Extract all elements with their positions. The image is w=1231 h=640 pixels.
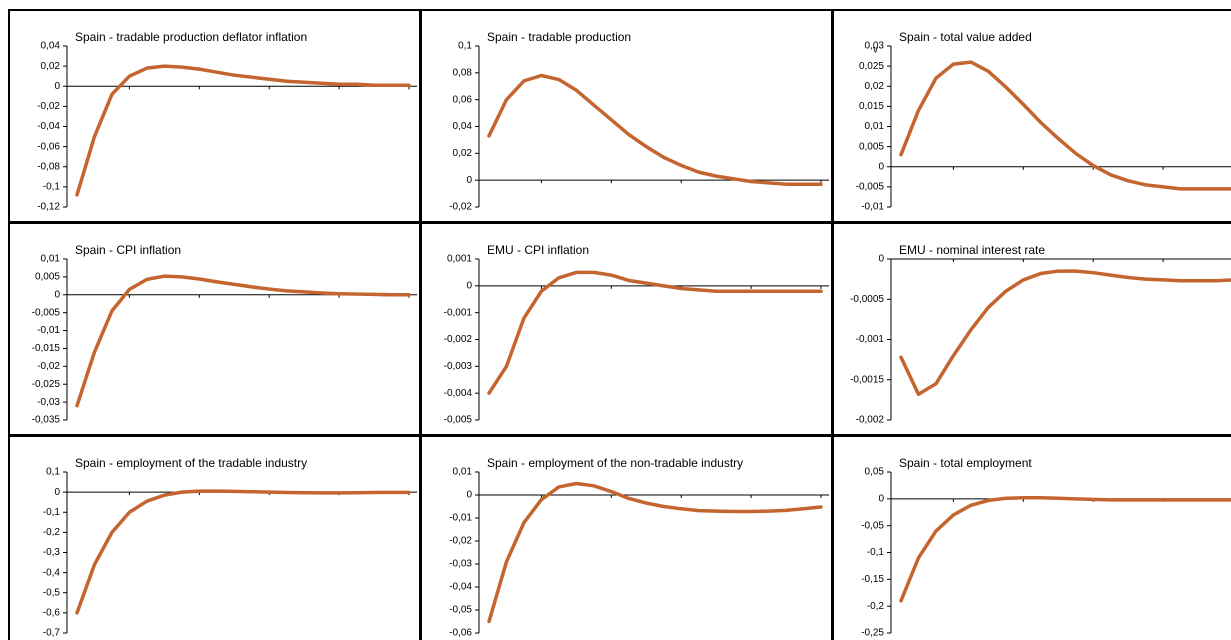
panel-border — [832, 435, 1231, 640]
y-tick-label: -0,02 — [37, 101, 60, 112]
y-tick-label: -0,4 — [43, 567, 61, 578]
y-tick-label: -0,01 — [861, 202, 884, 213]
chart-title: Spain - employment of the non-tradable i… — [487, 456, 743, 470]
y-tick-label: 0,03 — [865, 41, 885, 52]
y-tick-label: -0,3 — [43, 547, 61, 558]
y-tick-label: -0,12 — [37, 202, 60, 213]
y-tick-label: 0,01 — [453, 467, 473, 478]
y-tick-label: -0,1 — [43, 182, 61, 193]
y-tick-label: -0,015 — [32, 343, 61, 354]
y-tick-label: -0,2 — [867, 601, 885, 612]
annotation: v — [873, 45, 878, 56]
y-tick-label: -0,1 — [43, 507, 61, 518]
panel-border — [832, 9, 1231, 223]
y-tick-label: -0,025 — [32, 379, 61, 390]
y-tick-label: -0,02 — [37, 361, 60, 372]
chart-title: Spain - CPI inflation — [75, 243, 181, 257]
series-line — [75, 274, 411, 408]
y-tick-label: 0,06 — [453, 94, 473, 105]
y-tick-label: -0,5 — [43, 587, 61, 598]
y-tick-label: 0,01 — [41, 254, 61, 265]
series-line — [75, 64, 411, 197]
y-tick-label: 0 — [878, 161, 884, 172]
y-tick-label: -0,004 — [444, 388, 473, 399]
y-tick-label: 0 — [878, 254, 884, 265]
y-tick-label: -0,01 — [37, 325, 60, 336]
y-tick-label: -0,02 — [449, 536, 472, 547]
y-tick-label: -0,001 — [444, 307, 473, 318]
y-tick-label: 0 — [54, 81, 60, 92]
y-tick-label: 0,04 — [453, 121, 473, 132]
y-tick-label: -0,005 — [856, 182, 885, 193]
y-tick-label: -0,03 — [37, 397, 60, 408]
chart-title: Spain - tradable production — [487, 30, 631, 44]
y-tick-label: -0,15 — [861, 574, 884, 585]
y-tick-label: 0 — [466, 280, 472, 291]
y-tick-label: -0,035 — [32, 415, 61, 426]
y-tick-label: -0,06 — [37, 141, 60, 152]
y-tick-label: 0,005 — [35, 272, 60, 283]
chart-title: EMU - nominal interest rate — [899, 243, 1045, 257]
y-tick-label: 0,1 — [46, 467, 60, 478]
y-tick-label: 0,015 — [859, 101, 884, 112]
y-tick-label: 0,08 — [453, 67, 473, 78]
y-tick-label: -0,002 — [444, 334, 473, 345]
y-tick-label: -0,002 — [856, 415, 885, 426]
y-tick-label: 0,001 — [447, 254, 472, 265]
y-tick-label: -0,05 — [449, 605, 472, 616]
series-line — [487, 73, 823, 186]
series-line — [899, 269, 1231, 396]
panel-border — [8, 222, 421, 436]
y-tick-label: -0,7 — [43, 628, 61, 639]
series-line — [899, 496, 1231, 603]
series-line — [487, 481, 823, 624]
series-line — [75, 489, 411, 615]
y-tick-label: 0,02 — [865, 81, 885, 92]
y-tick-label: -0,6 — [43, 608, 61, 619]
y-tick-label: 0,01 — [865, 121, 885, 132]
y-tick-label: 0 — [878, 493, 884, 504]
y-tick-label: -0,001 — [856, 334, 885, 345]
chart-title: Spain - total value added — [899, 30, 1032, 44]
chart-title: EMU - CPI inflation — [487, 243, 589, 257]
chart-title: Spain - tradable production deflator inf… — [75, 30, 307, 44]
y-tick-label: -0,06 — [449, 628, 472, 639]
y-tick-label: -0,25 — [861, 628, 884, 639]
y-tick-label: -0,04 — [37, 121, 60, 132]
y-tick-label: -0,05 — [861, 520, 884, 531]
y-tick-label: -0,04 — [449, 582, 472, 593]
panel-border — [420, 222, 833, 436]
y-tick-label: -0,01 — [449, 513, 472, 524]
y-tick-label: -0,0005 — [850, 294, 884, 305]
y-tick-label: 0 — [466, 490, 472, 501]
chart-title: Spain - employment of the tradable indus… — [75, 456, 307, 470]
y-tick-label: 0,02 — [453, 148, 473, 159]
y-tick-label: 0 — [54, 487, 60, 498]
y-tick-label: -0,08 — [37, 161, 60, 172]
y-tick-label: -0,003 — [444, 361, 473, 372]
y-tick-label: 0 — [466, 175, 472, 186]
y-tick-label: 0,1 — [458, 41, 472, 52]
y-tick-label: -0,1 — [867, 547, 885, 558]
y-tick-label: -0,03 — [449, 559, 472, 570]
y-tick-label: 0,02 — [41, 61, 61, 72]
chart-title: Spain - total employment — [899, 456, 1032, 470]
y-tick-label: -0,005 — [32, 307, 61, 318]
series-line — [487, 270, 823, 395]
y-tick-label: 0,025 — [859, 61, 884, 72]
y-tick-label: 0,04 — [41, 41, 61, 52]
y-tick-label: -0,2 — [43, 527, 61, 538]
series-line — [899, 60, 1231, 191]
y-tick-label: -0,02 — [449, 202, 472, 213]
y-tick-label: 0,05 — [865, 467, 885, 478]
y-tick-label: 0,005 — [859, 141, 884, 152]
y-tick-label: -0,0015 — [850, 374, 884, 385]
y-tick-label: 0 — [54, 289, 60, 300]
y-tick-label: -0,005 — [444, 415, 473, 426]
